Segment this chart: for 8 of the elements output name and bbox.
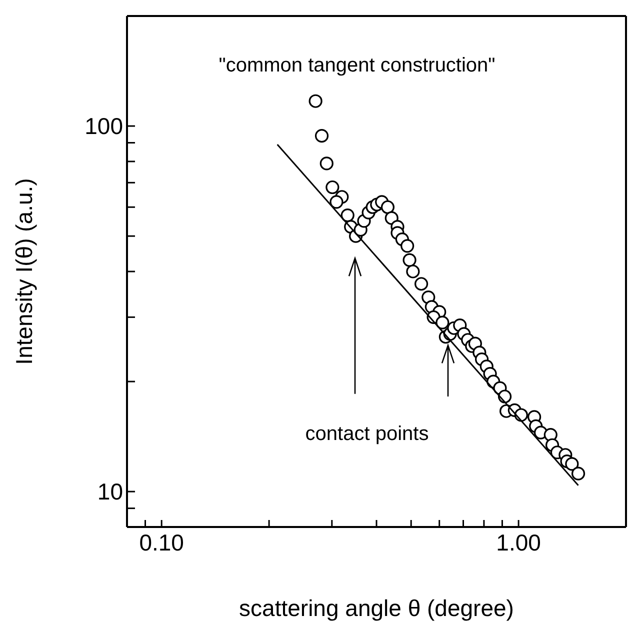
x-tick-label: 0.10 bbox=[139, 529, 184, 556]
x-axis-title: scattering angle θ (degree) bbox=[239, 595, 514, 621]
annotation: "common tangent construction" bbox=[218, 54, 496, 76]
y-axis-title: Intensity I(θ) (a.u.) bbox=[11, 178, 38, 365]
y-tick-label: 100 bbox=[84, 113, 123, 140]
x-tick-label: 1.00 bbox=[496, 529, 541, 556]
annotation: contact points bbox=[305, 422, 429, 445]
y-tick-label: 10 bbox=[97, 478, 123, 505]
